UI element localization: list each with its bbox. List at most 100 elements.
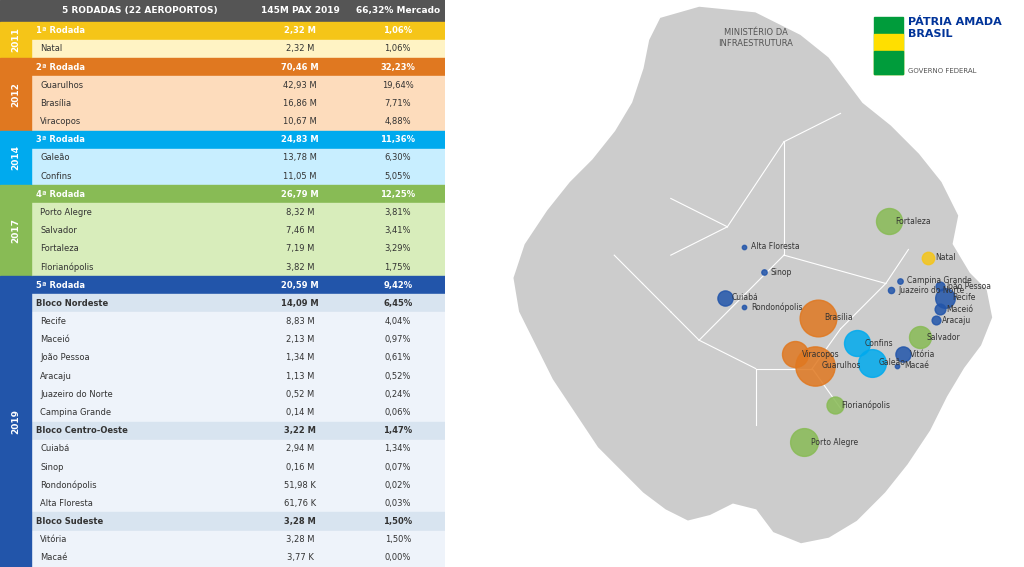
- Text: Salvador: Salvador: [40, 226, 77, 235]
- Text: 0,07%: 0,07%: [385, 463, 411, 472]
- Text: 70,46 M: 70,46 M: [282, 62, 318, 71]
- Text: 5,05%: 5,05%: [385, 172, 411, 181]
- Text: 14,09 M: 14,09 M: [282, 299, 318, 308]
- Text: Brasília: Brasília: [824, 313, 853, 322]
- Polygon shape: [512, 6, 993, 544]
- Text: 0,24%: 0,24%: [385, 390, 411, 399]
- Text: 2017: 2017: [11, 218, 20, 243]
- Point: [756, 268, 772, 277]
- Text: 0,97%: 0,97%: [385, 335, 411, 344]
- Text: Sinop: Sinop: [40, 463, 63, 472]
- Text: Galeão: Galeão: [879, 358, 905, 367]
- Text: Guarulhos: Guarulhos: [40, 81, 83, 90]
- Text: 1,06%: 1,06%: [385, 44, 411, 53]
- Bar: [874, 34, 903, 74]
- Text: 0,16 M: 0,16 M: [286, 463, 314, 472]
- Text: 1ª Rodada: 1ª Rodada: [36, 26, 85, 35]
- Point: [807, 361, 823, 370]
- Text: Campina Grande: Campina Grande: [40, 408, 112, 417]
- Point: [932, 304, 948, 314]
- Point: [826, 401, 843, 410]
- Text: 0,02%: 0,02%: [385, 481, 411, 490]
- Text: 2019: 2019: [11, 409, 20, 434]
- Text: 1,50%: 1,50%: [385, 535, 411, 544]
- Text: Natal: Natal: [935, 253, 955, 263]
- Text: 32,23%: 32,23%: [380, 62, 416, 71]
- Text: 19,64%: 19,64%: [382, 81, 414, 90]
- Point: [911, 333, 928, 342]
- Text: Confins: Confins: [40, 172, 72, 181]
- Text: 11,36%: 11,36%: [380, 135, 416, 144]
- Text: 20,59 M: 20,59 M: [282, 281, 318, 290]
- Text: 2014: 2014: [11, 145, 20, 171]
- Point: [796, 438, 812, 447]
- Text: 7,71%: 7,71%: [385, 99, 412, 108]
- Text: 6,45%: 6,45%: [383, 299, 413, 308]
- Text: Salvador: Salvador: [927, 333, 961, 342]
- Point: [920, 253, 936, 263]
- Bar: [31, 185, 444, 204]
- Text: 1,50%: 1,50%: [383, 517, 413, 526]
- Point: [881, 217, 897, 226]
- Text: PÁTRIA AMADA
BRASIL: PÁTRIA AMADA BRASIL: [908, 17, 1002, 39]
- Text: 8,32 M: 8,32 M: [286, 208, 314, 217]
- Text: 24,83 M: 24,83 M: [282, 135, 318, 144]
- Text: 13,78 M: 13,78 M: [283, 154, 317, 162]
- Text: 2,32 M: 2,32 M: [284, 26, 316, 35]
- Bar: [31, 258, 444, 276]
- Text: Bloco Centro-Oeste: Bloco Centro-Oeste: [36, 426, 127, 435]
- Text: Vitória: Vitória: [40, 535, 68, 544]
- Bar: [0, 22, 31, 58]
- Point: [787, 350, 804, 359]
- Text: MINISTÉRIO DA
INFRAESTRUTURA: MINISTÉRIO DA INFRAESTRUTURA: [718, 28, 794, 48]
- Text: 4ª Rodada: 4ª Rodada: [36, 190, 85, 199]
- Text: 9,42%: 9,42%: [383, 281, 413, 290]
- Text: Viracopos: Viracopos: [40, 117, 81, 126]
- Bar: [31, 204, 444, 222]
- Text: 5ª Rodada: 5ª Rodada: [36, 281, 85, 290]
- Point: [928, 316, 944, 325]
- Bar: [31, 440, 444, 458]
- Text: Vitória: Vitória: [909, 350, 935, 359]
- Text: Aracaju: Aracaju: [40, 371, 72, 380]
- Bar: [874, 51, 903, 74]
- Bar: [31, 222, 444, 240]
- Bar: [874, 17, 903, 74]
- Text: 26,79 M: 26,79 M: [282, 190, 318, 199]
- Bar: [0, 0, 444, 22]
- Point: [849, 338, 865, 348]
- Text: Macaé: Macaé: [40, 553, 68, 562]
- Text: 6,30%: 6,30%: [385, 154, 412, 162]
- Text: Brasília: Brasília: [40, 99, 71, 108]
- Text: 1,13 M: 1,13 M: [286, 371, 314, 380]
- Bar: [31, 94, 444, 112]
- Text: 2ª Rodada: 2ª Rodada: [36, 62, 85, 71]
- Text: 2,13 M: 2,13 M: [286, 335, 314, 344]
- Point: [892, 276, 908, 285]
- Text: GOVERNO FEDERAL: GOVERNO FEDERAL: [908, 68, 977, 74]
- Text: 8,83 M: 8,83 M: [286, 317, 314, 326]
- Text: Recife: Recife: [952, 293, 975, 302]
- Text: 4,04%: 4,04%: [385, 317, 411, 326]
- Text: 10,67 M: 10,67 M: [284, 117, 316, 126]
- Point: [717, 293, 733, 302]
- Text: 3,82 M: 3,82 M: [286, 263, 314, 272]
- Text: João Pessoa: João Pessoa: [40, 353, 90, 362]
- Text: Bloco Sudeste: Bloco Sudeste: [36, 517, 102, 526]
- Point: [736, 303, 753, 312]
- Text: Florianópolis: Florianópolis: [842, 401, 891, 410]
- Text: Maceió: Maceió: [40, 335, 70, 344]
- Point: [932, 282, 948, 291]
- Text: 5 RODADAS (22 AEROPORTOS): 5 RODADAS (22 AEROPORTOS): [62, 6, 218, 15]
- Bar: [31, 58, 444, 76]
- Text: 1,06%: 1,06%: [383, 26, 413, 35]
- Bar: [31, 40, 444, 58]
- Bar: [0, 276, 31, 567]
- Text: 2,94 M: 2,94 M: [286, 445, 314, 454]
- Bar: [31, 458, 444, 476]
- Point: [810, 313, 826, 322]
- Text: 51,98 K: 51,98 K: [284, 481, 316, 490]
- Text: Rondonópolis: Rondonópolis: [40, 480, 96, 490]
- Text: 0,03%: 0,03%: [385, 499, 411, 508]
- Bar: [31, 312, 444, 331]
